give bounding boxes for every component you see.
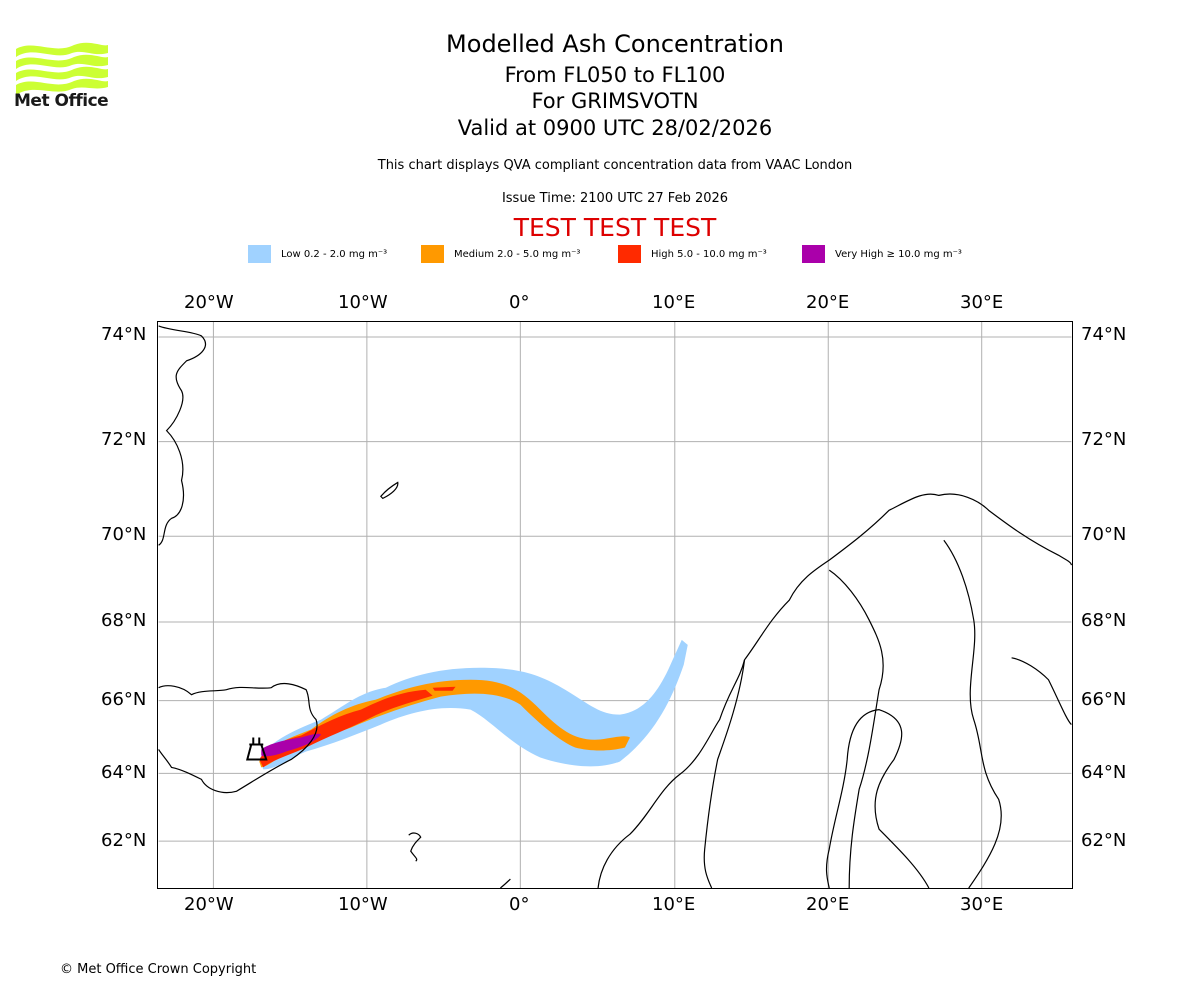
lon-label-top: 30°E [960,292,1004,313]
lat-label-left: 66°N [101,689,147,710]
lat-label-right: 62°N [1081,830,1127,851]
lat-label-left: 62°N [101,830,147,851]
lon-label-bottom: 10°W [338,894,388,915]
volcano-marker-icon [246,737,268,761]
met-office-logo-text: Met Office [14,91,109,111]
lat-label-right: 70°N [1081,524,1127,545]
ash-plume-very-high [261,733,322,757]
lon-label-top: 0° [509,292,530,313]
subtitle: This chart displays QVA compliant concen… [377,158,853,173]
lon-label-bottom: 30°E [960,894,1004,915]
lon-label-top: 10°E [652,292,696,313]
test-banner: TEST TEST TEST [513,213,717,242]
lon-label-bottom: 0° [509,894,530,915]
legend-label-high: High 5.0 - 10.0 mg m⁻³ [651,248,767,260]
met-office-logo-icon [16,42,108,95]
legend-label-low: Low 0.2 - 2.0 mg m⁻³ [281,248,388,260]
legend-item-low: Low 0.2 - 2.0 mg m⁻³ [248,244,387,264]
lon-label-top: 20°E [806,292,850,313]
ash-map[interactable] [157,321,1073,889]
copyright-notice: © Met Office Crown Copyright [60,962,257,977]
volcano-name: For GRIMSVOTN [531,89,699,113]
chart-title: Modelled Ash Concentration [446,30,784,58]
lon-label-bottom: 10°E [652,894,696,915]
lat-label-right: 68°N [1081,610,1127,631]
lat-label-left: 74°N [101,324,147,345]
legend-label-very-high: Very High ≥ 10.0 mg m⁻³ [835,248,962,260]
flight-levels: From FL050 to FL100 [504,63,726,87]
legend-item-high: High 5.0 - 10.0 mg m⁻³ [618,244,767,264]
coastlines [158,325,1072,888]
lat-label-right: 64°N [1081,762,1127,783]
legend-item-very-high: Very High ≥ 10.0 mg m⁻³ [802,244,962,264]
legend-swatch-high [618,245,641,263]
lon-label-bottom: 20°E [806,894,850,915]
legend-swatch-medium [421,245,444,263]
lat-label-left: 68°N [101,610,147,631]
legend-swatch-low [248,245,271,263]
lon-label-top: 10°W [338,292,388,313]
ash-plume-low [259,639,688,770]
legend-item-medium: Medium 2.0 - 5.0 mg m⁻³ [421,244,580,264]
gridlines [158,322,1072,888]
ash-plume-high [259,689,433,768]
issue-time: Issue Time: 2100 UTC 27 Feb 2026 [501,191,729,206]
lon-label-bottom: 20°W [184,894,234,915]
lat-label-left: 72°N [101,429,147,450]
lat-label-right: 72°N [1081,429,1127,450]
legend-swatch-very-high [802,245,825,263]
lat-label-right: 66°N [1081,689,1127,710]
lon-label-top: 20°W [184,292,234,313]
valid-time: Valid at 0900 UTC 28/02/2026 [457,116,773,140]
ash-plume-high [432,686,456,691]
legend-label-medium: Medium 2.0 - 5.0 mg m⁻³ [454,248,581,260]
lat-label-left: 64°N [101,762,147,783]
lat-label-left: 70°N [101,524,147,545]
lat-label-right: 74°N [1081,324,1127,345]
